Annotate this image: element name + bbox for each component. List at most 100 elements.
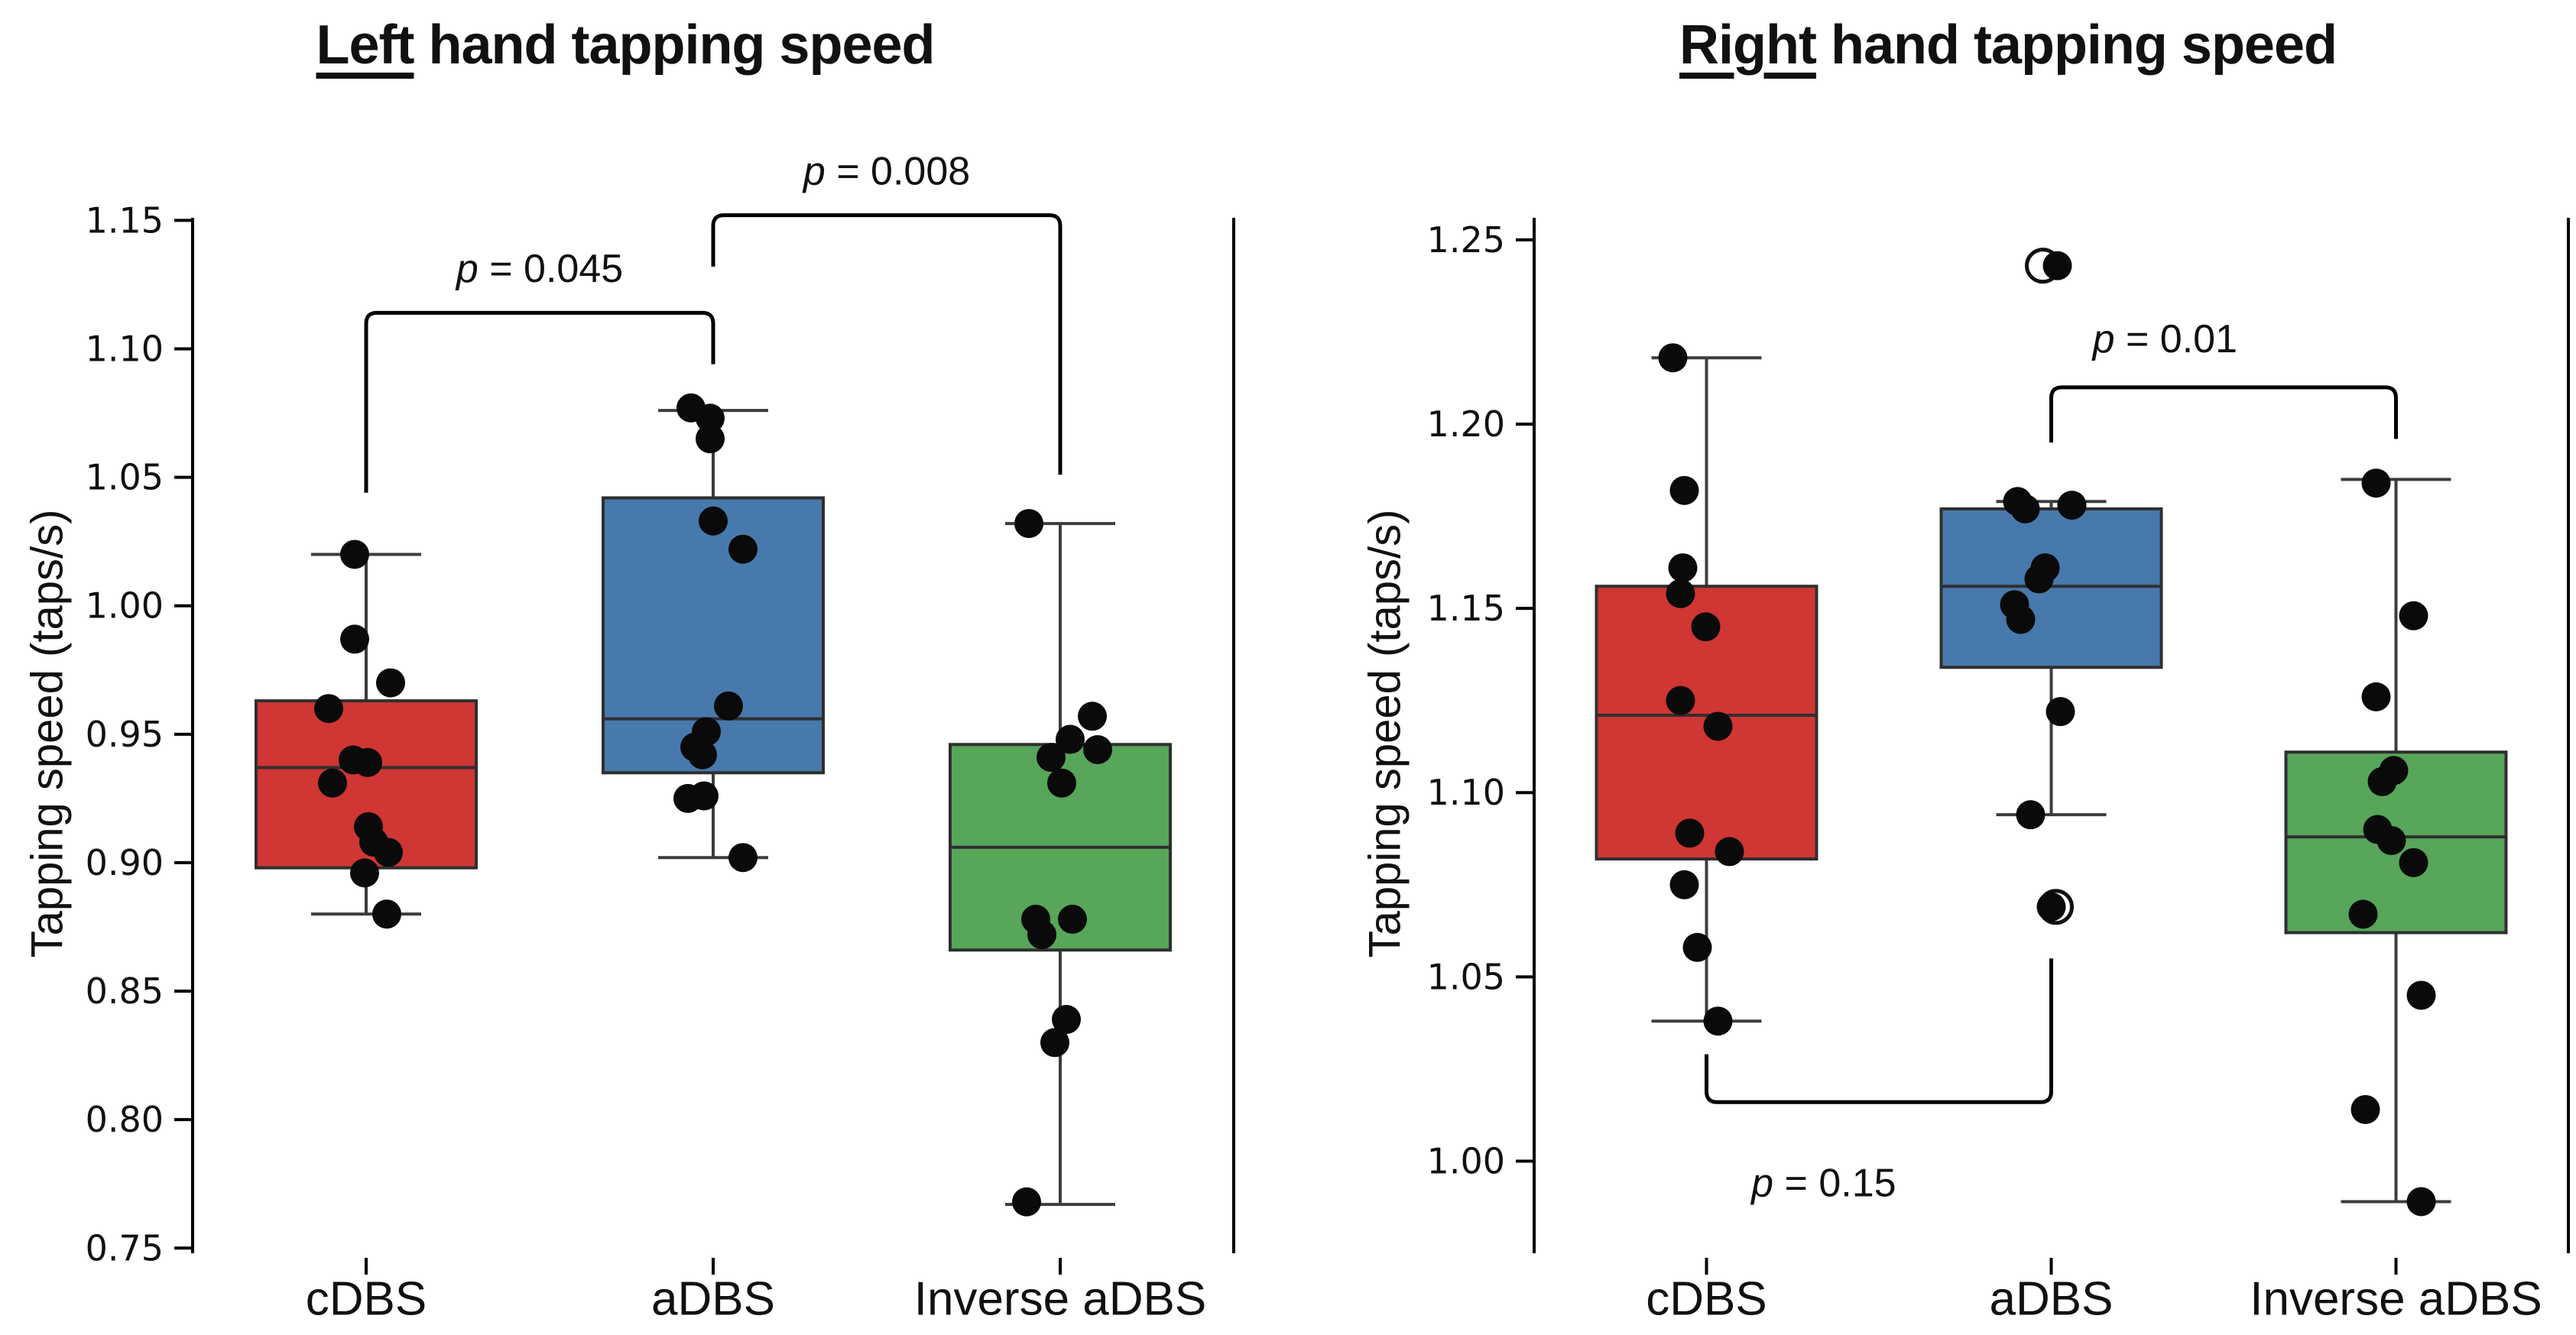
data-point	[699, 506, 728, 536]
boxplot-cdbs	[1595, 343, 1818, 1036]
p-value-label: p = 0.008	[802, 149, 970, 193]
y-tick-label: 0.80	[86, 1099, 164, 1140]
boxplot-inverse-adbs	[2284, 468, 2508, 1217]
significance-bracket	[711, 213, 1063, 475]
right-title-underlined-word: Right	[1679, 15, 1817, 76]
p-value-label: p = 0.01	[2091, 317, 2237, 361]
data-point	[2351, 1094, 2380, 1124]
data-point	[2057, 491, 2087, 520]
x-category-label: Inverse aDBS	[2250, 1273, 2542, 1326]
significance-bracket	[2049, 385, 2398, 443]
data-point	[314, 694, 343, 724]
data-point	[1666, 685, 1695, 715]
panel-right: 1.00 1.05 1.10 1.15 1.20 1.25 Tapping speed (t…	[1361, 218, 2570, 1326]
data-point	[1675, 818, 1705, 848]
y-tick-label: 0.75	[86, 1227, 164, 1269]
p-value-label: p = 0.15	[1750, 1161, 1896, 1205]
data-point	[340, 624, 369, 654]
data-point	[1658, 343, 1688, 373]
left-title-rest: hand tapping speed	[414, 15, 935, 76]
boxplot-cdbs	[255, 540, 478, 929]
data-point	[2016, 800, 2046, 830]
data-point	[2010, 494, 2040, 523]
data-point	[374, 838, 403, 867]
y-tick-label: 1.20	[1427, 403, 1505, 445]
y-axis-label: Tapping speed (taps/s)	[1361, 510, 1410, 958]
data-point	[1715, 837, 1744, 867]
data-point	[1666, 578, 1695, 608]
x-category-label: cDBS	[1646, 1273, 1767, 1326]
left-panel-title: Left hand tapping speed	[316, 14, 935, 76]
p-value-label: p = 0.045	[455, 247, 623, 291]
data-point	[673, 783, 702, 813]
data-point	[2361, 468, 2391, 498]
data-point	[318, 768, 347, 798]
data-point	[1047, 768, 1076, 798]
y-tick-label: 0.85	[86, 970, 164, 1012]
data-point	[2006, 604, 2036, 634]
panel-left: 0.75 0.80 0.85 0.90 0.95 1.00 1.05 1.10 1.15 Tapp…	[23, 149, 1235, 1326]
y-tick-label: 1.00	[86, 585, 164, 627]
data-point	[1014, 509, 1043, 539]
x-category-label: Inverse aDBS	[914, 1273, 1207, 1326]
data-point	[1669, 475, 1699, 505]
x-category-label: aDBS	[1990, 1273, 2114, 1326]
y-tick-label: 1.00	[1427, 1140, 1505, 1181]
data-point	[1703, 711, 1733, 741]
data-point	[1056, 724, 1085, 754]
data-point	[2367, 766, 2397, 796]
data-point	[1703, 1006, 1733, 1036]
data-point	[728, 534, 758, 564]
data-point	[376, 668, 405, 698]
data-point	[2361, 682, 2391, 711]
data-point	[714, 691, 743, 721]
data-point	[350, 858, 379, 888]
data-point	[1668, 553, 1698, 583]
data-point	[2046, 697, 2075, 727]
y-tick-label: 1.15	[86, 199, 164, 241]
data-point	[1012, 1187, 1041, 1217]
boxplot-inverse-adbs	[949, 509, 1172, 1217]
data-point	[1058, 904, 1087, 934]
right-panel-title: Right hand tapping speed	[1679, 14, 2338, 76]
data-point	[2348, 899, 2378, 929]
x-category-label: aDBS	[651, 1273, 775, 1326]
y-tick-label: 1.25	[1427, 219, 1505, 261]
y-tick-label: 1.05	[86, 457, 164, 498]
data-point	[1078, 702, 1107, 731]
y-tick-label: 0.95	[86, 714, 164, 755]
data-point	[1669, 870, 1699, 899]
data-point	[353, 747, 382, 777]
data-point	[2406, 980, 2436, 1010]
y-tick-label: 1.15	[1427, 588, 1505, 629]
data-point	[1040, 1028, 1069, 1058]
data-point	[696, 403, 725, 433]
y-tick-label: 1.10	[1427, 772, 1505, 813]
significance-bracket	[1705, 958, 2053, 1104]
y-tick-label: 0.90	[86, 842, 164, 883]
x-category-label: cDBS	[306, 1273, 427, 1326]
data-point	[2042, 251, 2072, 280]
boxplot-adbs	[602, 393, 825, 873]
significance-bracket	[364, 310, 715, 493]
data-point	[2399, 847, 2428, 877]
data-point	[1052, 1005, 1081, 1035]
data-point	[1682, 932, 1712, 962]
data-point	[696, 424, 725, 454]
right-title-rest: hand tapping speed	[1815, 15, 2338, 76]
data-point	[1037, 743, 1066, 773]
boxplot-adbs	[1939, 248, 2163, 925]
data-point	[2036, 892, 2066, 922]
left-title-underlined-word: Left	[316, 15, 414, 76]
data-point	[340, 540, 369, 569]
y-tick-label: 1.10	[86, 328, 164, 369]
box	[1939, 507, 2163, 669]
data-point	[2376, 825, 2406, 855]
data-point	[2406, 1187, 2436, 1217]
data-point	[372, 899, 401, 929]
data-point	[688, 740, 717, 770]
data-point	[1083, 734, 1112, 764]
data-point	[728, 843, 758, 873]
data-point	[1027, 920, 1056, 950]
